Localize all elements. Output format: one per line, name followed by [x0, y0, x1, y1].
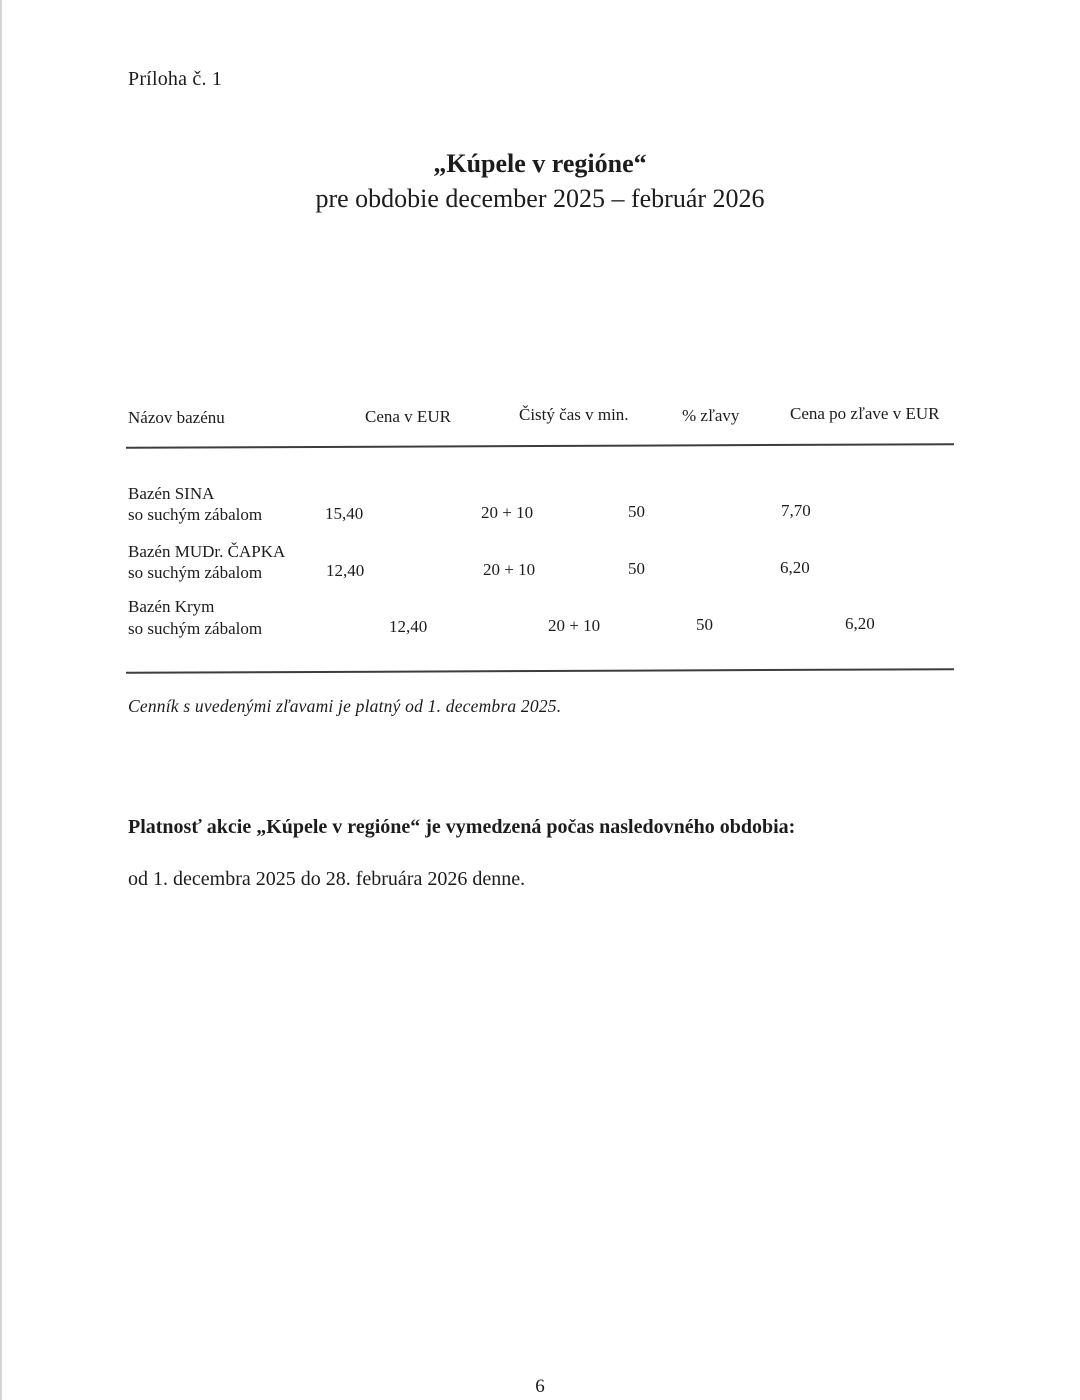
price-after-discount: 6,20: [845, 614, 875, 633]
price-eur: 12,40: [326, 561, 365, 580]
validity-period: od 1. decembra 2025 do 28. februára 2026…: [128, 868, 526, 890]
table-header-discount-pct: % zľavy: [682, 406, 740, 425]
discount-pct: 50: [628, 502, 645, 521]
price-after-discount: 7,70: [781, 501, 811, 520]
table-header-price-eur: Cena v EUR: [365, 407, 451, 426]
table-top-rule: [125, 443, 955, 449]
net-time-min: 20 + 10: [481, 503, 534, 522]
net-time-min: 20 + 10: [548, 616, 601, 635]
validity-heading: Platnosť akcie „Kúpele v regióne“ je vym…: [128, 816, 796, 838]
pool-name-sub: so suchým zábalom: [128, 505, 263, 524]
net-time-min: 20 + 10: [483, 560, 536, 579]
table-bottom-rule: [125, 668, 955, 674]
price-eur: 15,40: [325, 504, 364, 523]
document-title: „Kúpele v regióne“: [433, 149, 647, 178]
pool-name: Bazén SINA: [128, 484, 215, 503]
price-after-discount: 6,20: [780, 558, 810, 577]
price-eur: 12,40: [389, 617, 428, 636]
table-header-pool-name: Názov bazénu: [128, 408, 225, 427]
document-subtitle: pre obdobie december 2025 – február 2026: [315, 184, 765, 213]
pool-name: Bazén MUDr. ČAPKA: [128, 542, 286, 561]
attachment-label: Príloha č. 1: [128, 68, 223, 90]
table-header-net-time: Čistý čas v min.: [519, 405, 629, 424]
discount-pct: 50: [696, 615, 713, 634]
pool-name-sub: so suchým zábalom: [128, 563, 263, 582]
page-number: 6: [535, 1376, 545, 1397]
pool-name-sub: so suchým zábalom: [128, 619, 263, 638]
table-header-price-after-discount: Cena po zľave v EUR: [790, 404, 940, 423]
discount-pct: 50: [628, 559, 645, 578]
price-list-validity-note: Cenník s uvedenými zľavami je platný od …: [128, 696, 562, 716]
pool-name: Bazén Krym: [128, 597, 215, 616]
scan-edge-line: [0, 0, 2, 1400]
